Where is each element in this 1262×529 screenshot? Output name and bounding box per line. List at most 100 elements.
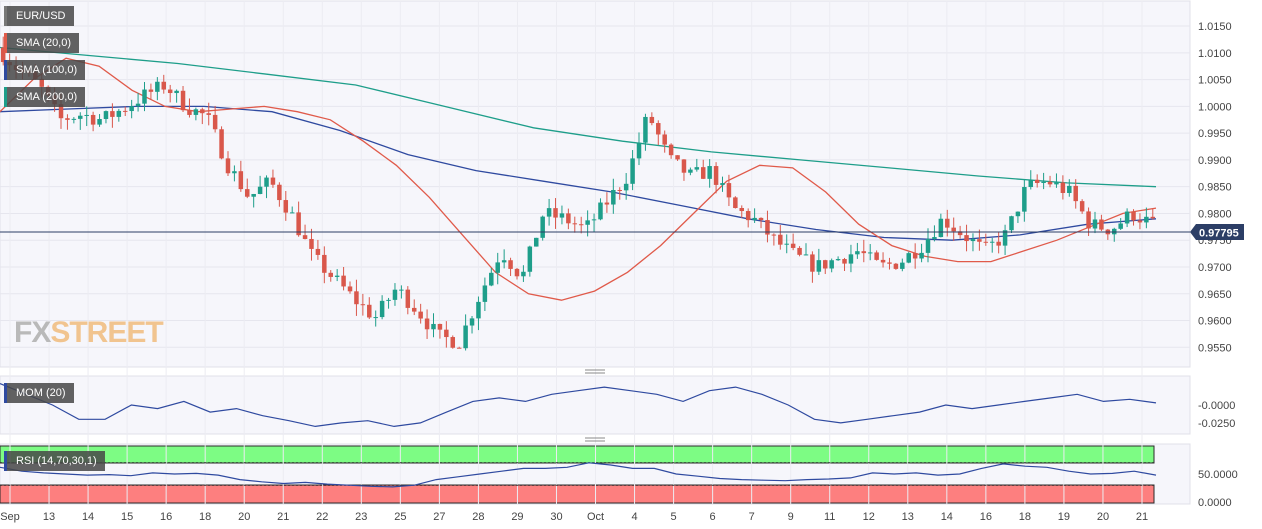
sma100-line [0,105,1157,241]
price-tick-label: 0.9900 [1198,155,1232,167]
candle-body [309,238,314,249]
price-tick-label: 1.0150 [1198,21,1232,33]
candle-body [675,155,680,160]
candle-body [225,158,231,174]
sma200-swatch [4,87,7,107]
candle-body [912,253,918,259]
candle-body [900,262,905,269]
candle-body [643,116,648,143]
time-tick-label: 7 [749,511,755,523]
rsi-overbought-zone [0,445,1155,464]
candle-body [283,200,289,213]
rsi-swatch [4,451,7,471]
candle-body [559,213,565,218]
candle-body [78,115,83,119]
candle-body [289,212,295,214]
candle-body [84,114,89,116]
time-tick-label: 28 [472,511,484,523]
legend-rsi[interactable]: RSI (14,70,30,1) [4,451,105,471]
candle-body [322,254,327,273]
candle-body [238,171,244,190]
momentum-line [0,383,1157,428]
candle-body [508,260,513,269]
candle-body [174,90,179,94]
candle-body [341,275,346,287]
candle-body [482,285,488,302]
candle-body [379,300,385,318]
candle-body [585,220,590,225]
candle-body [476,301,481,319]
candle-body [752,217,757,221]
momentum-tick-label: -0.0250 [1198,418,1235,430]
candle-body [778,234,783,245]
candle-body [142,89,147,104]
candle-body [418,311,423,319]
sma200-line [0,46,1157,188]
rsi-tick-label: 50.0000 [1198,469,1238,481]
candle-body [373,317,378,319]
time-tick-label: 16 [980,511,992,523]
candle-body [977,239,982,242]
candle-body [456,347,462,349]
symbol-label: EUR/USD [16,10,66,22]
legend-sma100[interactable]: SMA (100,0) [4,60,86,80]
candle-body [880,259,886,263]
time-tick-label: 6 [710,511,716,523]
candle-body [110,111,115,117]
time-tick-label: 20 [1097,511,1109,523]
price-tick-label: 0.9600 [1198,316,1232,328]
resize-handle-momentum[interactable] [585,369,605,374]
time-tick-label: 30 [550,511,562,523]
candle-body [315,248,321,255]
candle-body [187,110,192,115]
candle-body [867,252,873,254]
time-tick-label: 21 [277,511,289,523]
sma100-swatch [4,60,7,80]
candle-body [1015,211,1021,217]
candle-body [501,260,507,263]
candle-body [572,223,578,225]
candle-body [623,183,629,191]
candle-body [431,323,436,330]
candle-body [945,218,950,228]
price-tick-label: 0.9700 [1198,262,1232,274]
candle-body [803,254,809,256]
candle-body [1086,211,1091,229]
legend-sma200[interactable]: SMA (200,0) [4,87,86,107]
candle-body [347,286,353,292]
candle-body [399,289,404,291]
candle-body [739,208,745,212]
candle-body [219,129,224,159]
logo-fx: FX [14,316,51,349]
candle-body [71,118,77,120]
candle-body [848,254,854,264]
legend-sma20[interactable]: SMA (20,0) [4,33,80,53]
candle-body [861,251,867,254]
time-tick-label: 13 [902,511,914,523]
candle-body [829,260,834,269]
candle-body [302,235,308,239]
legend-symbol[interactable]: EUR/USD [4,6,74,26]
candle-body [790,243,796,248]
candle-body [989,241,995,243]
candle-body [835,259,841,261]
candle-body [810,254,815,272]
candle-body [771,234,777,236]
candle-body [1099,219,1104,230]
candle-body [200,109,205,114]
candle-body [540,216,545,238]
price-tick-label: 0.9850 [1198,182,1232,194]
time-tick-label: 20 [238,511,250,523]
candle-body [906,253,911,263]
legend-momentum[interactable]: MOM (20) [4,383,74,403]
candle-body [0,47,6,63]
candle-body [116,110,122,117]
candle-body [129,106,134,112]
candle-body [649,116,655,124]
price-tick-label: 0.9800 [1198,208,1232,220]
time-tick-label: 18 [199,511,211,523]
resize-handle-rsi[interactable] [585,437,605,442]
price-tick-label: 0.9650 [1198,289,1232,301]
candle-body [527,246,533,272]
candle-body [598,202,603,220]
